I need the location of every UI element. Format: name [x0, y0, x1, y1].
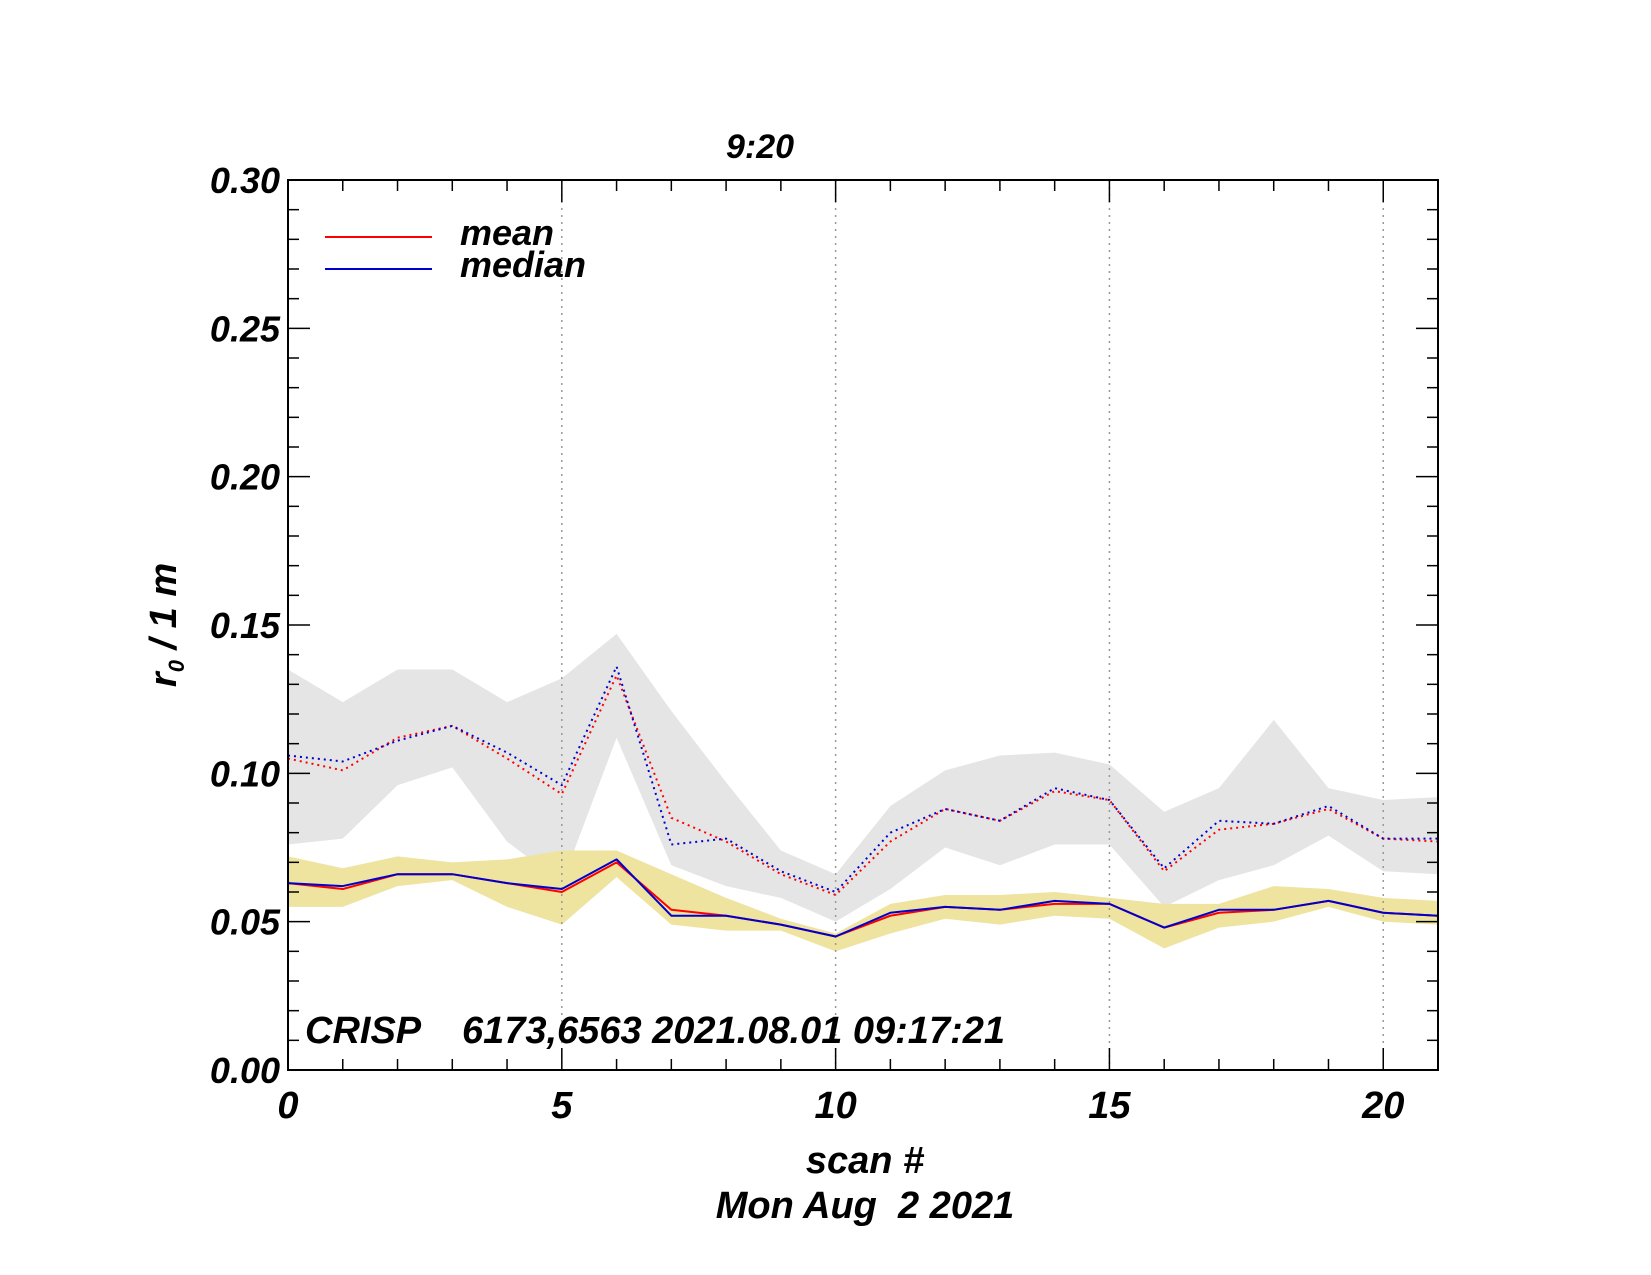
y-tick-label: 0.05	[210, 902, 281, 943]
y-tick-label: 0.25	[210, 308, 281, 349]
y-axis-label-subscript: 0	[164, 659, 189, 672]
tick-labels-layer: 0 5 10 15 20 0.00 0.05 0.10 0.15 0.20 0.25 0.30	[210, 160, 1404, 1127]
x-tick-label: 10	[814, 1085, 856, 1127]
date-label: Mon Aug 2 2021	[716, 1185, 1014, 1227]
legend: mean median	[325, 212, 586, 285]
chart-title: 9:20	[726, 128, 794, 166]
x-tick-label: 5	[551, 1085, 573, 1127]
y-tick-label: 0.20	[210, 457, 280, 498]
bands-layer	[288, 633, 1438, 952]
annotation-text: CRISP 6173,6563 2021.08.01 09:17:21	[305, 1010, 1005, 1052]
y-tick-label: 0.00	[210, 1050, 280, 1091]
y-axis-label: r0 / 1 m	[143, 563, 189, 687]
y-tick-label: 0.30	[210, 160, 280, 201]
series-line-1	[287, 858, 1439, 938]
y-axis-label-main: r	[143, 670, 185, 687]
ticks-layer	[287, 179, 1439, 1071]
legend-median-label: median	[460, 244, 586, 285]
band-solid-range	[288, 850, 1438, 952]
x-tick-label: 0	[277, 1085, 298, 1127]
series-line-3	[287, 665, 1438, 893]
gridlines-layer	[561, 180, 1384, 1070]
y-axis-label-rest: / 1 m	[143, 563, 185, 660]
y-tick-label: 0.15	[210, 605, 281, 646]
x-tick-label: 15	[1088, 1085, 1131, 1127]
x-tick-label: 20	[1361, 1085, 1404, 1127]
legend-mean-label: mean	[460, 212, 554, 253]
x-axis-label: scan #	[806, 1140, 925, 1182]
y-tick-label: 0.10	[210, 753, 280, 794]
lines-layer	[287, 665, 1439, 938]
